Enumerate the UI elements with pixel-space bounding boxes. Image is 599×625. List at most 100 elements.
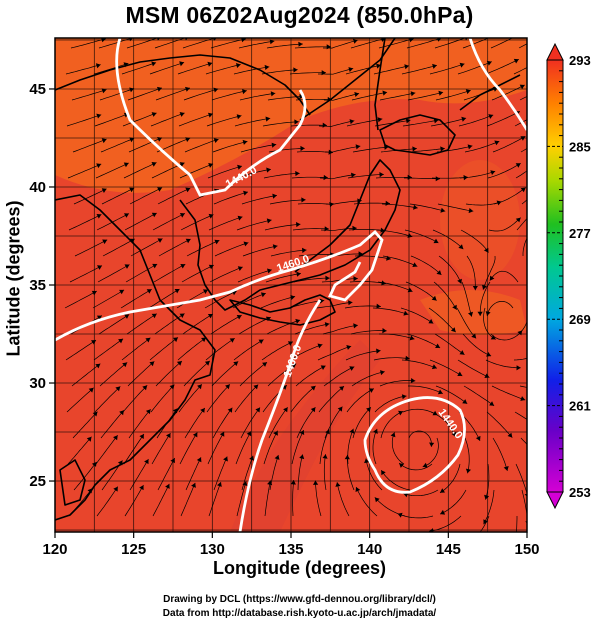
streamline-arrow [438,90,444,96]
streamline [381,203,418,209]
streamline [297,454,304,491]
streamline [290,124,328,127]
colorbar-label: 269 [569,312,591,327]
streamline-arrow [299,430,305,435]
streamline-arrow [385,200,390,206]
streamline-arrow [348,67,354,72]
streamline [466,255,476,291]
streamline-arrow [486,351,492,357]
streamline-arrow [475,435,481,441]
streamline-arrow [236,114,242,120]
streamline [459,170,496,179]
streamline [102,238,135,257]
streamline-arrow [527,301,532,306]
y-tick-label: 40 [29,179,46,196]
streamline-arrow [96,315,102,320]
streamline [205,64,241,75]
streamline [73,188,107,205]
streamline-arrow [348,300,353,306]
streamline [291,429,305,465]
colorbar-label: 277 [569,226,591,241]
streamline-arrow [494,140,500,146]
streamline [150,112,185,127]
streamline-arrow [379,172,384,178]
streamline [96,213,130,231]
streamline-arrow [465,89,471,95]
streamline-arrow [299,454,305,460]
streamline [127,361,155,387]
streamline [99,88,135,101]
streamline [346,388,375,413]
streamline-arrow [433,118,439,124]
streamline [268,147,305,153]
streamline-arrow [482,284,487,290]
streamline [486,111,521,127]
streamline [148,288,180,309]
streamline-arrow [349,428,355,434]
streamline [438,255,462,284]
streamline [209,266,243,283]
streamline [346,454,355,491]
streamline-arrow [429,528,434,532]
streamline-arrow [242,139,248,145]
streamline-arrow [179,313,185,318]
streamline [158,238,191,257]
streamline-arrow [458,244,464,250]
colorbar-bottom-arrow [546,491,564,510]
streamline [422,437,439,468]
streamline [65,339,97,361]
streamline-arrow [115,386,121,392]
streamline-arrow [96,214,102,219]
streamline [101,187,135,205]
streamline-arrow [412,146,417,152]
streamline-arrow [485,311,491,316]
streamline [323,39,358,49]
coastline [374,38,386,131]
streamline-arrow [129,137,135,143]
contour-line [115,38,307,197]
streamline-arrow [319,298,325,304]
streamline [323,454,327,491]
streamline-arrow [119,289,125,295]
streamline [263,430,278,465]
streamline-arrow [541,158,546,163]
streamline-arrow [353,276,358,282]
streamline-arrow [467,144,473,150]
streamline [318,68,354,75]
streamline-arrow [165,483,170,489]
streamline [241,195,277,205]
streamline [130,238,163,257]
streamline [373,357,410,361]
streamline [262,121,299,127]
streamline-arrow [300,145,305,152]
streamline [319,429,330,465]
streamline [439,463,461,494]
streamline [458,114,494,127]
streamline-arrow [96,163,102,169]
streamline [485,463,490,500]
streamline-arrow [410,378,416,384]
streamline-arrow [376,63,381,69]
contour-line [363,396,466,494]
streamline [486,411,513,438]
streamline-arrow [339,386,344,391]
streamline [179,432,198,465]
streamline-arrow [349,119,355,125]
streamline-arrow [201,337,207,343]
streamline [479,281,491,317]
streamline-arrow [151,212,157,218]
streamline-arrow [468,311,473,317]
streamline-arrow [301,197,306,203]
streamline [264,480,271,517]
streamline [428,307,456,333]
streamline-arrow [459,62,465,68]
streamline [406,333,441,349]
streamline-arrow [169,384,175,390]
streamline-arrow [515,217,521,223]
streamline-arrow [242,481,248,486]
streamline [268,407,288,439]
streamline [490,330,523,341]
streamline-arrow [299,94,304,100]
streamline [183,88,219,101]
streamline [518,43,527,49]
